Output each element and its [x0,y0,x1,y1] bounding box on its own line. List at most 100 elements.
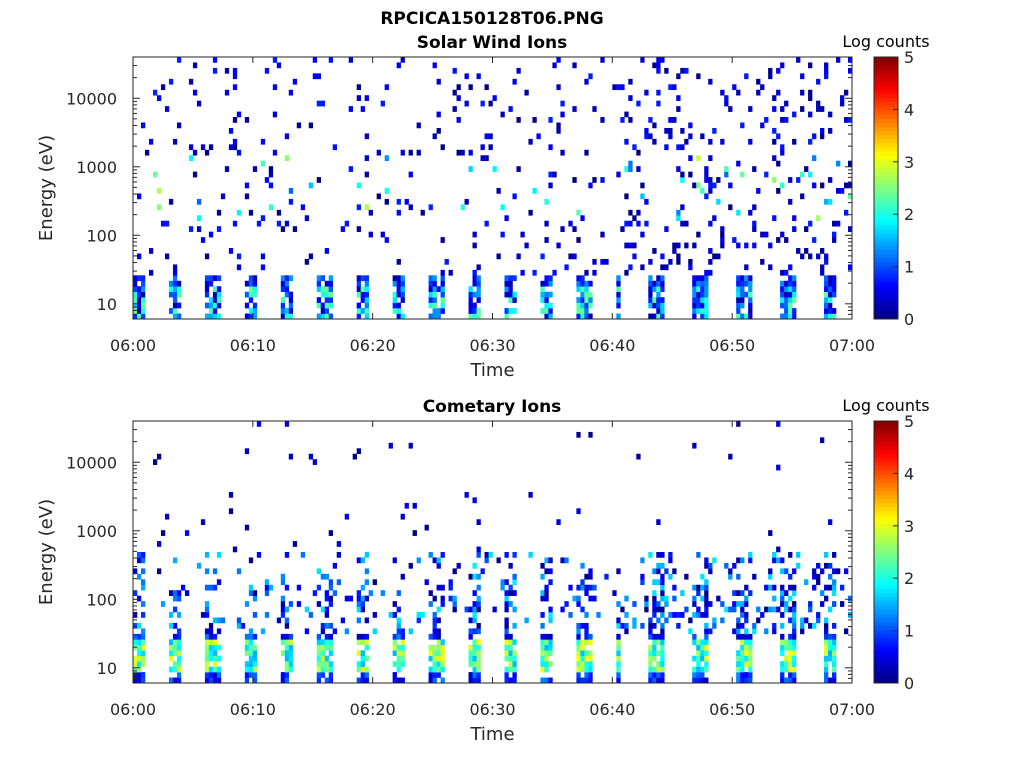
heatmap-cell [216,552,222,558]
heatmap-cell [840,601,845,607]
heatmap-cell [712,182,717,189]
heatmap-cell [824,655,829,662]
heatmap-cell [480,568,485,575]
heatmap-cell [580,644,585,651]
heatmap-cell [284,552,290,558]
heatmap-cell [476,297,481,303]
heatmap-cell [616,171,621,178]
heatmap-cell [552,171,557,178]
heatmap-cell [600,258,605,265]
heatmap-cell [316,644,322,651]
heatmap-cell [700,677,705,684]
heatmap-cell [476,573,481,580]
heatmap-cell [184,590,190,596]
heatmap-cell [364,286,369,293]
heatmap-cell [692,584,697,591]
heatmap-cell [360,661,365,667]
heatmap-cell [236,622,242,629]
heatmap-cell [780,677,785,684]
colorbar-segment [874,543,898,549]
heatmap-cell [468,573,473,580]
heatmap-cell [212,67,218,74]
heatmap-cell [544,655,549,662]
heatmap-cell [436,606,441,613]
heatmap-cell [688,171,693,178]
heatmap-cell [324,655,330,662]
heatmap-cell [832,579,837,586]
heatmap-cell [776,237,781,243]
heatmap-cell [636,100,641,107]
heatmap-cell [792,297,797,303]
heatmap-cell [408,628,413,635]
heatmap-cell [396,302,401,309]
heatmap-cell [600,177,605,183]
heatmap-cell [472,606,477,613]
heatmap-cell [784,568,789,575]
heatmap-cell [616,291,621,298]
heatmap-cell [508,562,513,569]
x-tick-label: 06:00 [110,700,156,719]
heatmap-cell [820,269,825,276]
colorbar-segment [874,646,898,651]
heatmap-cell [452,89,457,96]
heatmap-cell [364,297,369,303]
heatmap-cell [392,677,397,684]
heatmap-cell [448,269,453,276]
heatmap-cell [588,182,593,189]
heatmap-cell [584,612,589,618]
heatmap-cell [360,275,365,282]
heatmap-cell [252,313,258,320]
heatmap-cell [744,280,749,287]
heatmap-cell [168,644,174,651]
heatmap-cell [792,622,797,629]
heatmap-cell [680,177,685,183]
colorbar-label: Log counts [842,396,929,415]
heatmap-cell [216,672,222,678]
heatmap-cell [212,584,218,591]
colorbar-segment [874,159,898,164]
heatmap-cell [616,650,621,657]
heatmap-cell [832,633,837,640]
heatmap-cell [768,568,773,575]
heatmap-cell [216,297,222,303]
heatmap-cell [356,601,361,607]
heatmap-cell [652,612,657,618]
heatmap-cell [256,552,262,558]
heatmap-cell [832,644,837,651]
heatmap-cell [648,313,653,320]
heatmap-cell [172,622,178,629]
heatmap-cell [700,650,705,657]
heatmap-cell [364,133,369,140]
heatmap-cell [700,302,705,309]
heatmap-cell [836,220,841,227]
heatmap-cell [200,612,206,618]
heatmap-cell [516,253,521,260]
heatmap-cell [720,237,725,243]
colorbar-segment [874,421,898,426]
heatmap-cell [692,672,697,678]
heatmap-cell [572,595,577,602]
heatmap-cell [792,138,797,145]
heatmap-cell [652,655,657,662]
heatmap-cell [732,590,737,596]
heatmap-cell [620,84,625,91]
heatmap-cell [624,622,629,629]
heatmap-cell [476,286,481,293]
heatmap-cell [768,573,773,580]
heatmap-cell [504,291,509,298]
heatmap-cell [524,617,529,624]
heatmap-cell [704,595,709,602]
heatmap-cell [440,639,445,646]
heatmap-cell [244,182,250,189]
heatmap-cell [824,584,829,591]
heatmap-cell [308,453,314,460]
x-tick-label: 06:50 [709,336,755,355]
heatmap-cell [704,650,709,657]
heatmap-cell [648,677,653,684]
heatmap-cell [812,622,817,629]
heatmap-cell [324,612,330,618]
heatmap-cell [432,655,437,662]
heatmap-cell [588,672,593,678]
heatmap-cell [700,188,705,194]
heatmap-cell [133,655,138,662]
